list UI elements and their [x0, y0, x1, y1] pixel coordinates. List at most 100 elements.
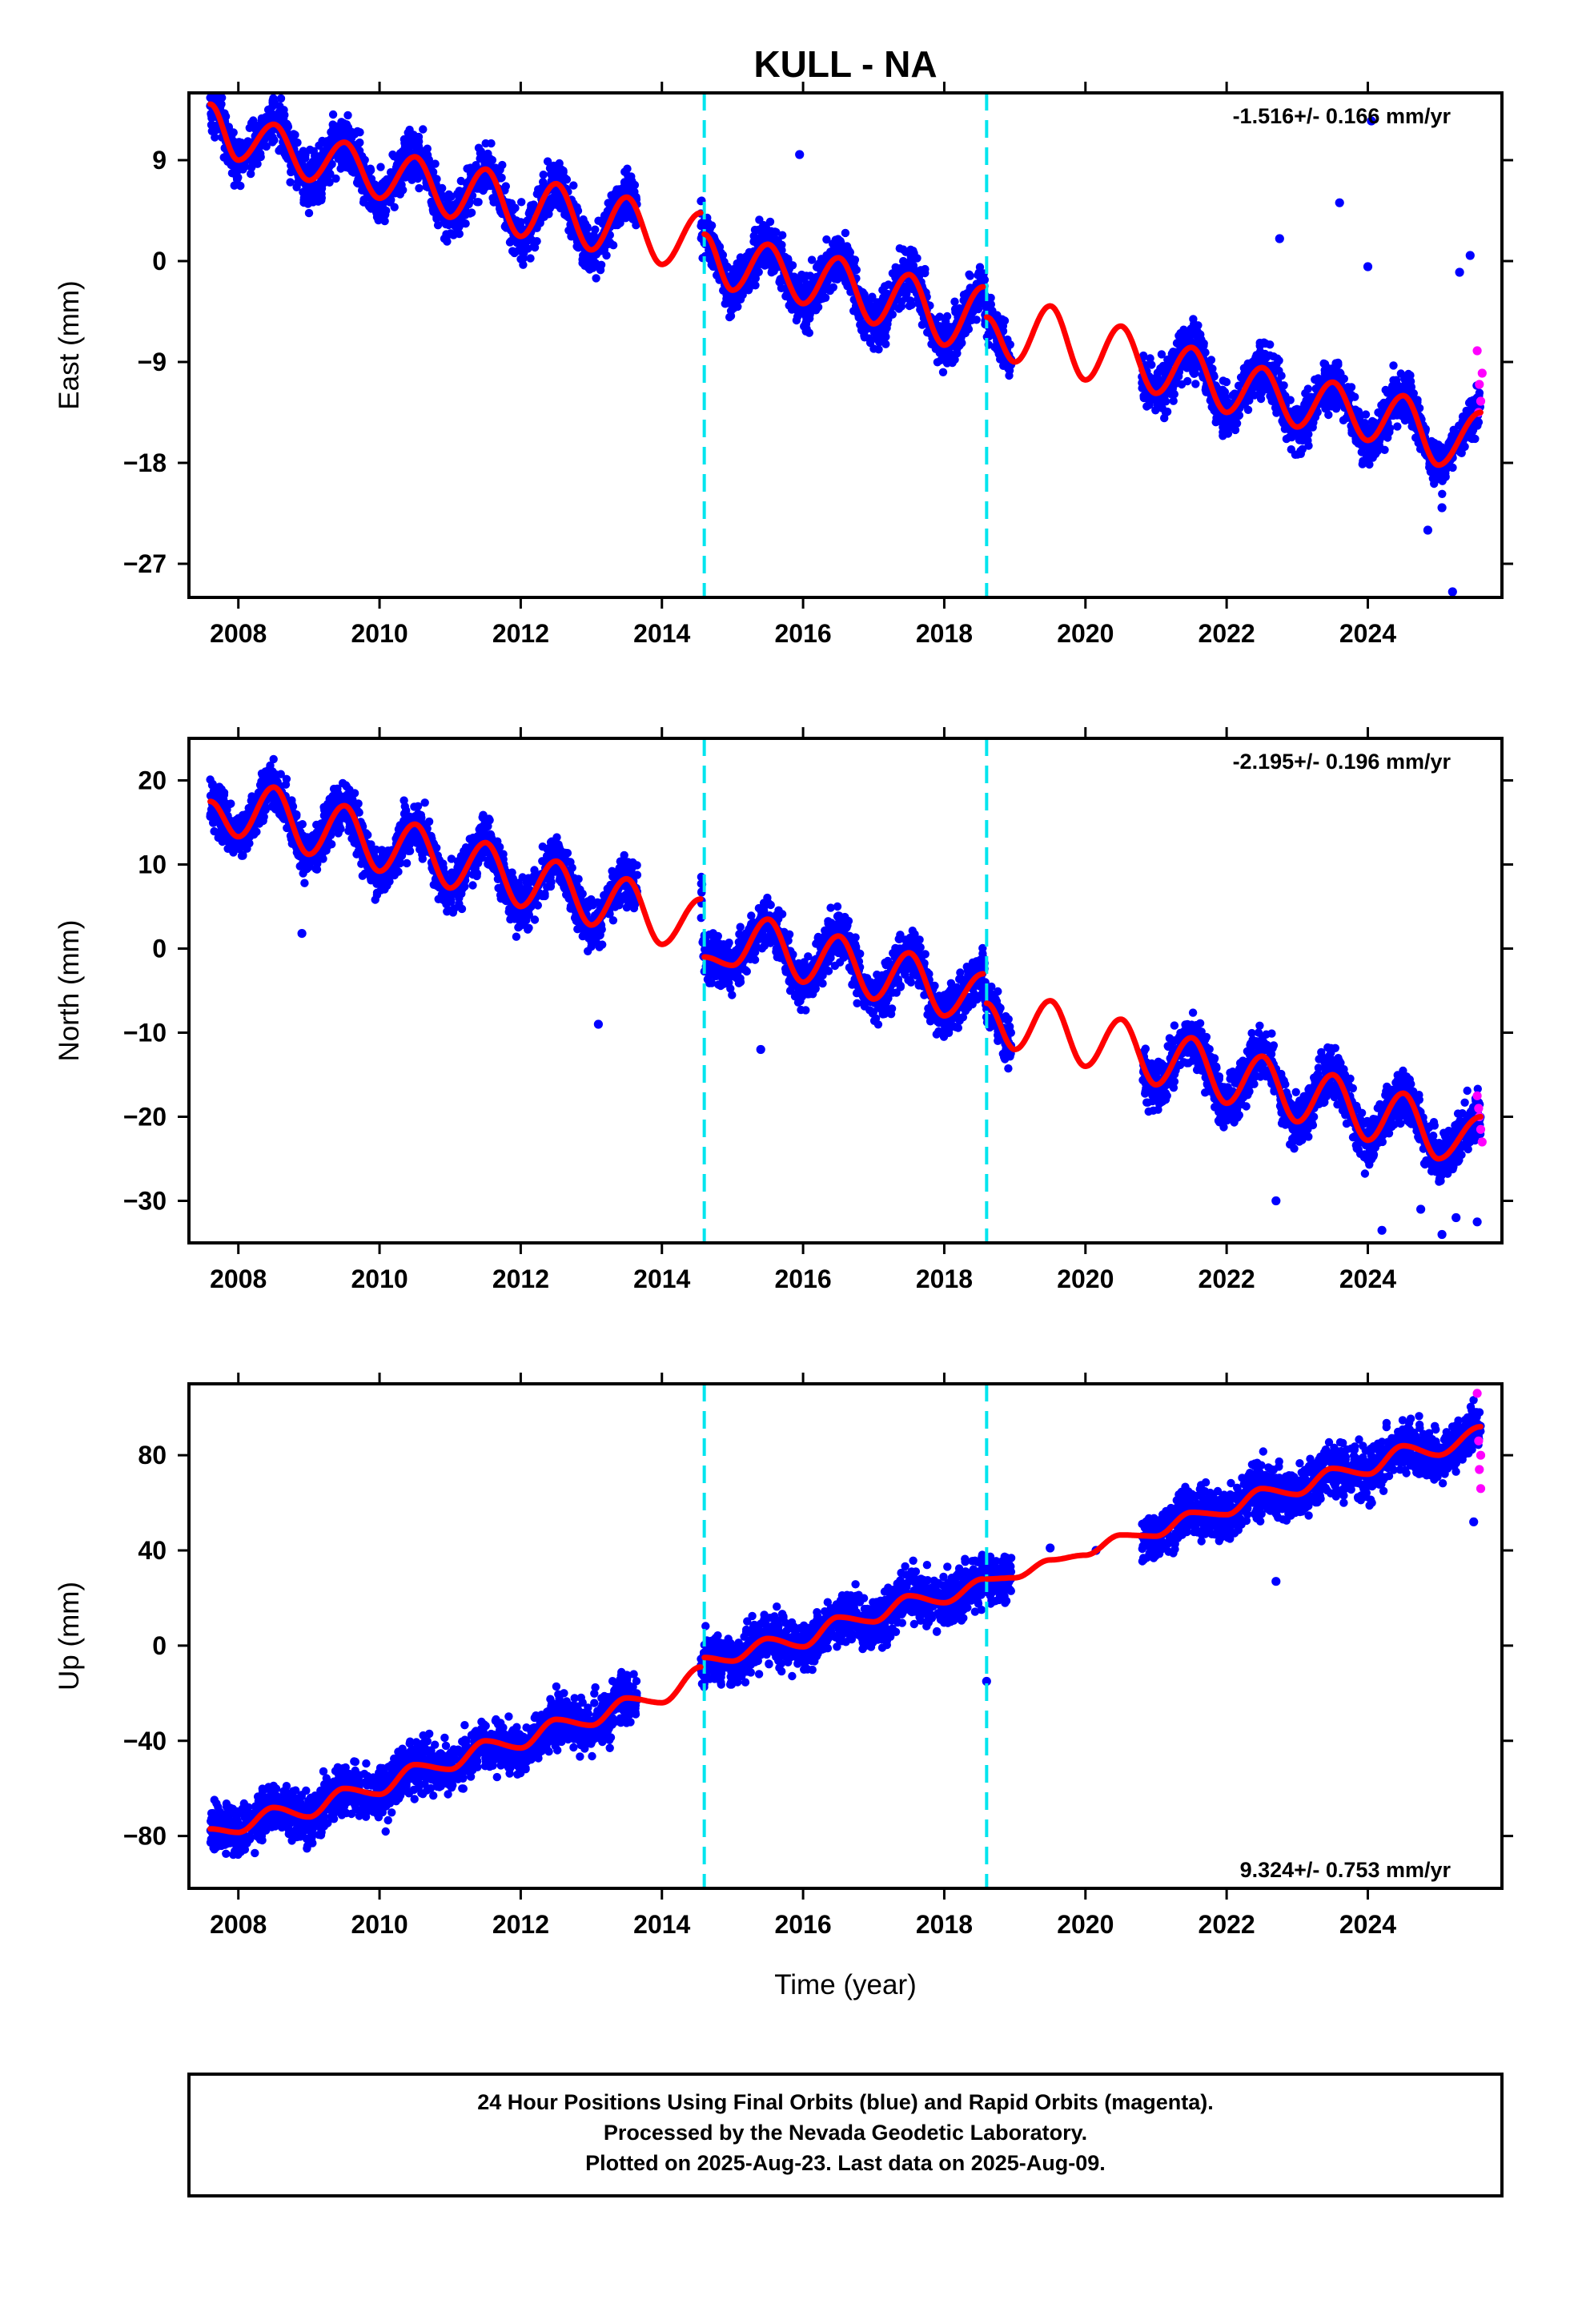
final-orbit-point	[1179, 362, 1188, 371]
x-tick-label: 2022	[1199, 619, 1255, 648]
final-orbit-point	[286, 178, 295, 187]
final-orbit-point	[245, 123, 254, 132]
x-tick-label: 2012	[492, 619, 549, 648]
final-orbit-point	[1286, 396, 1295, 404]
final-orbit-point	[1269, 352, 1279, 361]
final-orbit-point	[797, 283, 805, 292]
final-orbit-point	[972, 316, 981, 324]
final-orbit-point	[476, 149, 485, 158]
final-orbit-point	[592, 274, 600, 283]
final-orbit-point	[359, 198, 368, 207]
final-orbit-point	[1366, 448, 1375, 456]
final-orbit-point	[440, 234, 449, 243]
x-tick-label: 2014	[633, 619, 690, 648]
final-orbit-point	[1355, 409, 1363, 418]
final-orbit-point	[1373, 447, 1382, 456]
final-orbit-point	[1176, 328, 1185, 338]
final-orbit-point	[1222, 377, 1231, 387]
final-orbit-point	[1471, 434, 1480, 444]
final-orbit-point	[1169, 396, 1178, 405]
final-orbit-point	[754, 225, 763, 235]
final-orbit-point	[485, 158, 495, 167]
final-orbit-point	[329, 130, 338, 139]
final-orbit-point	[342, 120, 351, 129]
east-axis-label: East (mm)	[54, 280, 85, 409]
final-orbit-point	[726, 307, 736, 316]
final-orbit-point	[508, 206, 517, 215]
rapid-orbit-point	[1476, 396, 1486, 406]
final-orbit-point	[262, 142, 271, 151]
final-orbit-point	[1261, 353, 1270, 362]
final-orbit-point	[1287, 432, 1296, 442]
final-orbit-point	[624, 171, 632, 180]
final-orbit-point	[349, 168, 359, 177]
final-orbit-point	[299, 198, 308, 207]
final-orbit-point	[1005, 371, 1014, 380]
final-orbit-point	[453, 223, 463, 232]
final-orbit-point	[841, 228, 850, 238]
y-tick-label: 9	[152, 146, 167, 175]
final-orbit-point	[423, 151, 432, 159]
y-tick-label: −18	[123, 448, 167, 477]
final-orbit-point	[316, 188, 326, 197]
final-orbit-outlier	[795, 150, 805, 159]
final-orbit-point	[797, 270, 806, 279]
final-orbit-point	[504, 199, 513, 207]
final-orbit-point	[1387, 385, 1395, 394]
final-orbit-point	[1357, 448, 1367, 456]
east-rate-label: -1.516+/- 0.166 mm/yr	[1233, 104, 1452, 128]
final-orbit-point	[1280, 424, 1290, 433]
final-orbit-point	[769, 267, 778, 275]
x-tick-label: 2024	[1339, 619, 1396, 648]
final-orbit-point	[950, 297, 959, 306]
final-orbit-point	[1247, 359, 1255, 368]
final-orbit-point	[336, 164, 345, 173]
final-orbit-point	[488, 194, 497, 203]
final-orbit-point	[388, 150, 397, 159]
final-orbit-point	[621, 214, 630, 223]
final-orbit-point	[1431, 476, 1440, 485]
final-orbit-point	[532, 190, 541, 199]
final-orbit-point	[526, 254, 535, 263]
final-orbit-point	[322, 171, 331, 180]
final-orbit-point	[527, 201, 536, 210]
final-orbit-point	[518, 248, 528, 257]
final-orbit-point	[1169, 348, 1178, 356]
final-orbit-point	[314, 197, 323, 206]
final-orbit-point	[1438, 489, 1447, 498]
final-orbit-point	[551, 191, 560, 201]
final-orbit-point	[484, 149, 492, 159]
final-orbit-point	[1161, 362, 1170, 371]
final-orbit-outlier	[1363, 262, 1373, 271]
final-orbit-point	[464, 164, 472, 173]
final-orbit-point	[1142, 402, 1151, 411]
final-orbit-point	[1433, 468, 1442, 477]
final-orbit-point	[953, 349, 962, 358]
final-orbit-point	[759, 255, 768, 265]
rapid-orbit-point	[1477, 368, 1487, 378]
final-orbit-point	[211, 133, 219, 142]
final-orbit-point	[747, 279, 757, 288]
final-orbit-point	[498, 160, 507, 170]
final-orbit-point	[1160, 413, 1169, 423]
final-orbit-point	[1187, 324, 1197, 332]
final-orbit-point	[433, 221, 443, 230]
final-orbit-point	[993, 345, 1002, 354]
final-orbit-point	[1389, 361, 1398, 370]
final-orbit-point	[801, 320, 811, 328]
final-orbit-point	[331, 174, 340, 183]
final-orbit-point	[1335, 368, 1345, 377]
final-orbit-point	[1360, 419, 1370, 428]
final-orbit-point	[579, 215, 588, 224]
final-orbit-point	[1323, 391, 1332, 400]
final-orbit-point	[487, 139, 496, 148]
final-orbit-point	[293, 138, 302, 147]
x-tick-label: 2010	[351, 619, 408, 648]
final-orbit-outlier	[1465, 251, 1475, 260]
final-orbit-point	[1222, 428, 1231, 437]
x-tick-label: 2018	[916, 619, 973, 648]
final-orbit-point	[530, 243, 540, 252]
final-orbit-point	[1298, 444, 1307, 454]
final-orbit-point	[553, 201, 563, 210]
final-orbit-point	[1319, 359, 1328, 368]
